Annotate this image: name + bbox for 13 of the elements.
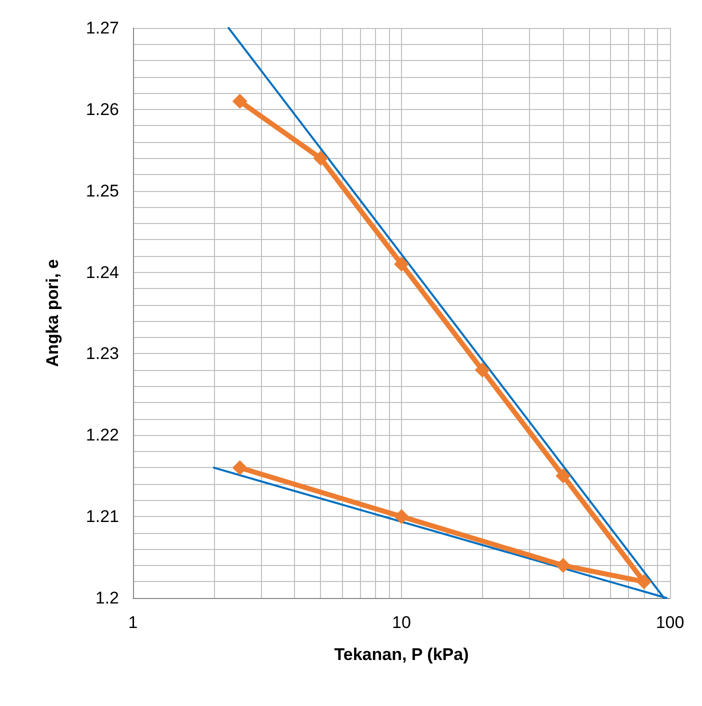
y-tick-label: 1.26 <box>86 100 119 119</box>
y-axis-title: Angka pori, e <box>43 259 62 367</box>
x-tick-label: 100 <box>656 613 684 632</box>
x-tick-label: 10 <box>392 613 411 632</box>
x-axis-title: Tekanan, P (kPa) <box>334 645 469 664</box>
y-tick-label: 1.27 <box>86 18 119 38</box>
y-tick-label: 1.24 <box>86 262 119 282</box>
y-tick-label: 1.23 <box>86 344 119 364</box>
y-tick-label: 1.2 <box>95 588 119 608</box>
y-tick-label: 1.25 <box>86 181 119 200</box>
y-tick-label: 1.21 <box>86 507 119 526</box>
y-tick-label: 1.22 <box>86 426 119 445</box>
x-tick-label: 1 <box>128 613 138 632</box>
